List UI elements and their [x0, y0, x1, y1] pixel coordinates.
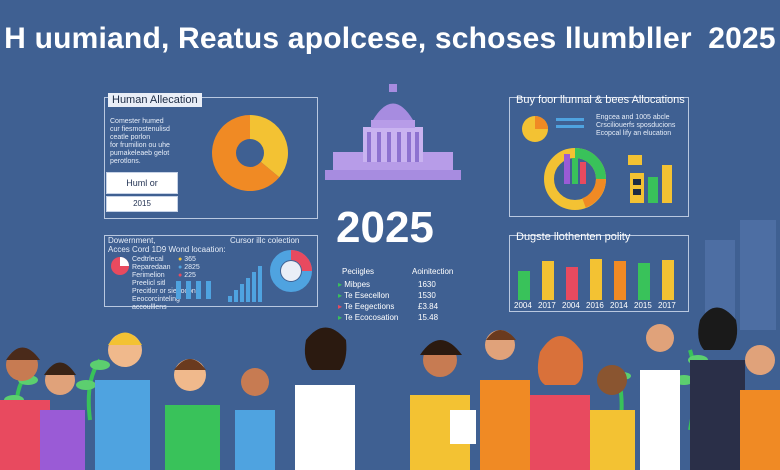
desc-line: ceatle porlon — [110, 134, 151, 141]
funding-bar-icons — [628, 155, 672, 203]
funding-legend: Engcea and 1005 abcle Crsciliouerfs spos… — [596, 114, 675, 138]
funding-legend-bars — [556, 118, 584, 128]
funding-allocation-title: Buy foor llunnal & bees Allocations — [516, 94, 685, 106]
desc-line: pumakeleaeb gelot — [110, 150, 170, 157]
policies-header-right: Aoinitection — [412, 267, 454, 276]
policy-row: ▸ Te Eegections — [338, 302, 395, 311]
desc-line: perotlons. — [110, 158, 141, 165]
gov-desc-line: Eeocorcinteling — [132, 296, 180, 303]
legend-item: Ecopcal lify an elucation — [596, 130, 672, 137]
gov-desc-line: Precitlor or siedocon — [132, 288, 196, 295]
legend-item: Crsciliouerfs sposducions — [596, 122, 676, 129]
collection-chart-title: Cursor illc colection — [230, 236, 300, 245]
gov-desc-line: Cedtrlecal — [132, 256, 164, 263]
gov-desc-line: Ferimelion — [132, 272, 165, 279]
budget-bar — [518, 271, 530, 300]
center-year: 2025 — [336, 203, 434, 252]
funding-mini-pie — [522, 116, 548, 142]
policy-row: ▸ Te Esecellon — [338, 291, 390, 300]
policy-value: £3.84 — [418, 302, 439, 311]
budget-year-label: 2014 — [610, 301, 628, 310]
desc-line: cur fiesmostenulisd — [110, 126, 170, 133]
policy-row: ▸ Te Ecocosation — [338, 313, 399, 322]
funding-donut-chart — [544, 148, 606, 210]
government-title: Dowernment, — [108, 236, 156, 245]
budget-year-label: 2016 — [586, 301, 604, 310]
government-desc: Cedtrlecal Reparedaan Ferimelion Preelic… — [132, 256, 196, 312]
collection-bar-chart — [228, 266, 262, 302]
budget-panel — [509, 235, 689, 312]
human-allocation-description: Comester humed cur fiesmostenulisd ceatl… — [110, 118, 200, 166]
year-chip: 2015 — [106, 196, 178, 212]
budget-bar-chart — [518, 259, 674, 300]
gov-desc-line: Reparedaan — [132, 264, 171, 271]
human-allocation-title: Human Allecation — [108, 93, 202, 107]
capitol-icon — [325, 84, 461, 180]
budget-year-label: 2004 — [514, 301, 532, 310]
budget-bar — [638, 263, 650, 300]
title-text: H uumiand, Reatus apolcese, schoses llum… — [4, 22, 692, 55]
budget-bar — [566, 267, 578, 300]
gov-desc-line: accoulllens — [132, 304, 167, 311]
government-values: ● 365 ● 2825 ● 225 — [178, 256, 200, 280]
gov-value: ● 365 — [178, 256, 196, 263]
donut-hole — [236, 139, 264, 167]
budget-year-label: 2017 — [538, 301, 556, 310]
gov-value: ● 2825 — [178, 264, 200, 271]
gov-value: ● 225 — [178, 272, 196, 279]
policy-value: 1530 — [418, 291, 436, 300]
budget-bar — [662, 260, 674, 300]
budget-year-label: 2017 — [658, 301, 676, 310]
government-panel — [104, 235, 318, 307]
government-subtitle: Acces Cord 1D9 Wond locaation: — [108, 245, 226, 254]
collection-donut — [270, 250, 312, 292]
policy-value: 1630 — [418, 280, 436, 289]
government-bars — [176, 281, 211, 299]
page-title: H uumiand, Reatus apolcese, schoses llum… — [0, 22, 780, 56]
desc-line: for frumilion ou uhe — [110, 142, 170, 149]
allocation-donut-chart — [212, 115, 288, 191]
policy-value: 15.48 — [418, 313, 439, 322]
human-allocation-panel — [104, 97, 318, 219]
policy-row: ▸ Mibpes — [338, 280, 371, 289]
budget-year-label: 2004 — [562, 301, 580, 310]
legend-item: Engcea and 1005 abcle — [596, 114, 670, 121]
title-year: 2025 — [708, 22, 776, 55]
education-button[interactable]: Huml or education — [106, 172, 178, 208]
crowd-illustration — [0, 220, 780, 470]
gov-desc-line: Preelicl sitl — [132, 280, 166, 287]
budget-bar — [614, 261, 626, 300]
budget-title: Dugste llothenten polity — [516, 231, 631, 243]
government-mini-pie — [111, 257, 129, 275]
funding-allocation-panel — [509, 97, 689, 217]
donut-slice — [250, 115, 288, 178]
budget-year-label: 2015 — [634, 301, 652, 310]
budget-bar — [542, 261, 554, 300]
desc-line: Comester humed — [110, 118, 164, 125]
policies-header-left: Peciigles — [342, 267, 375, 276]
budget-bar — [590, 259, 602, 300]
